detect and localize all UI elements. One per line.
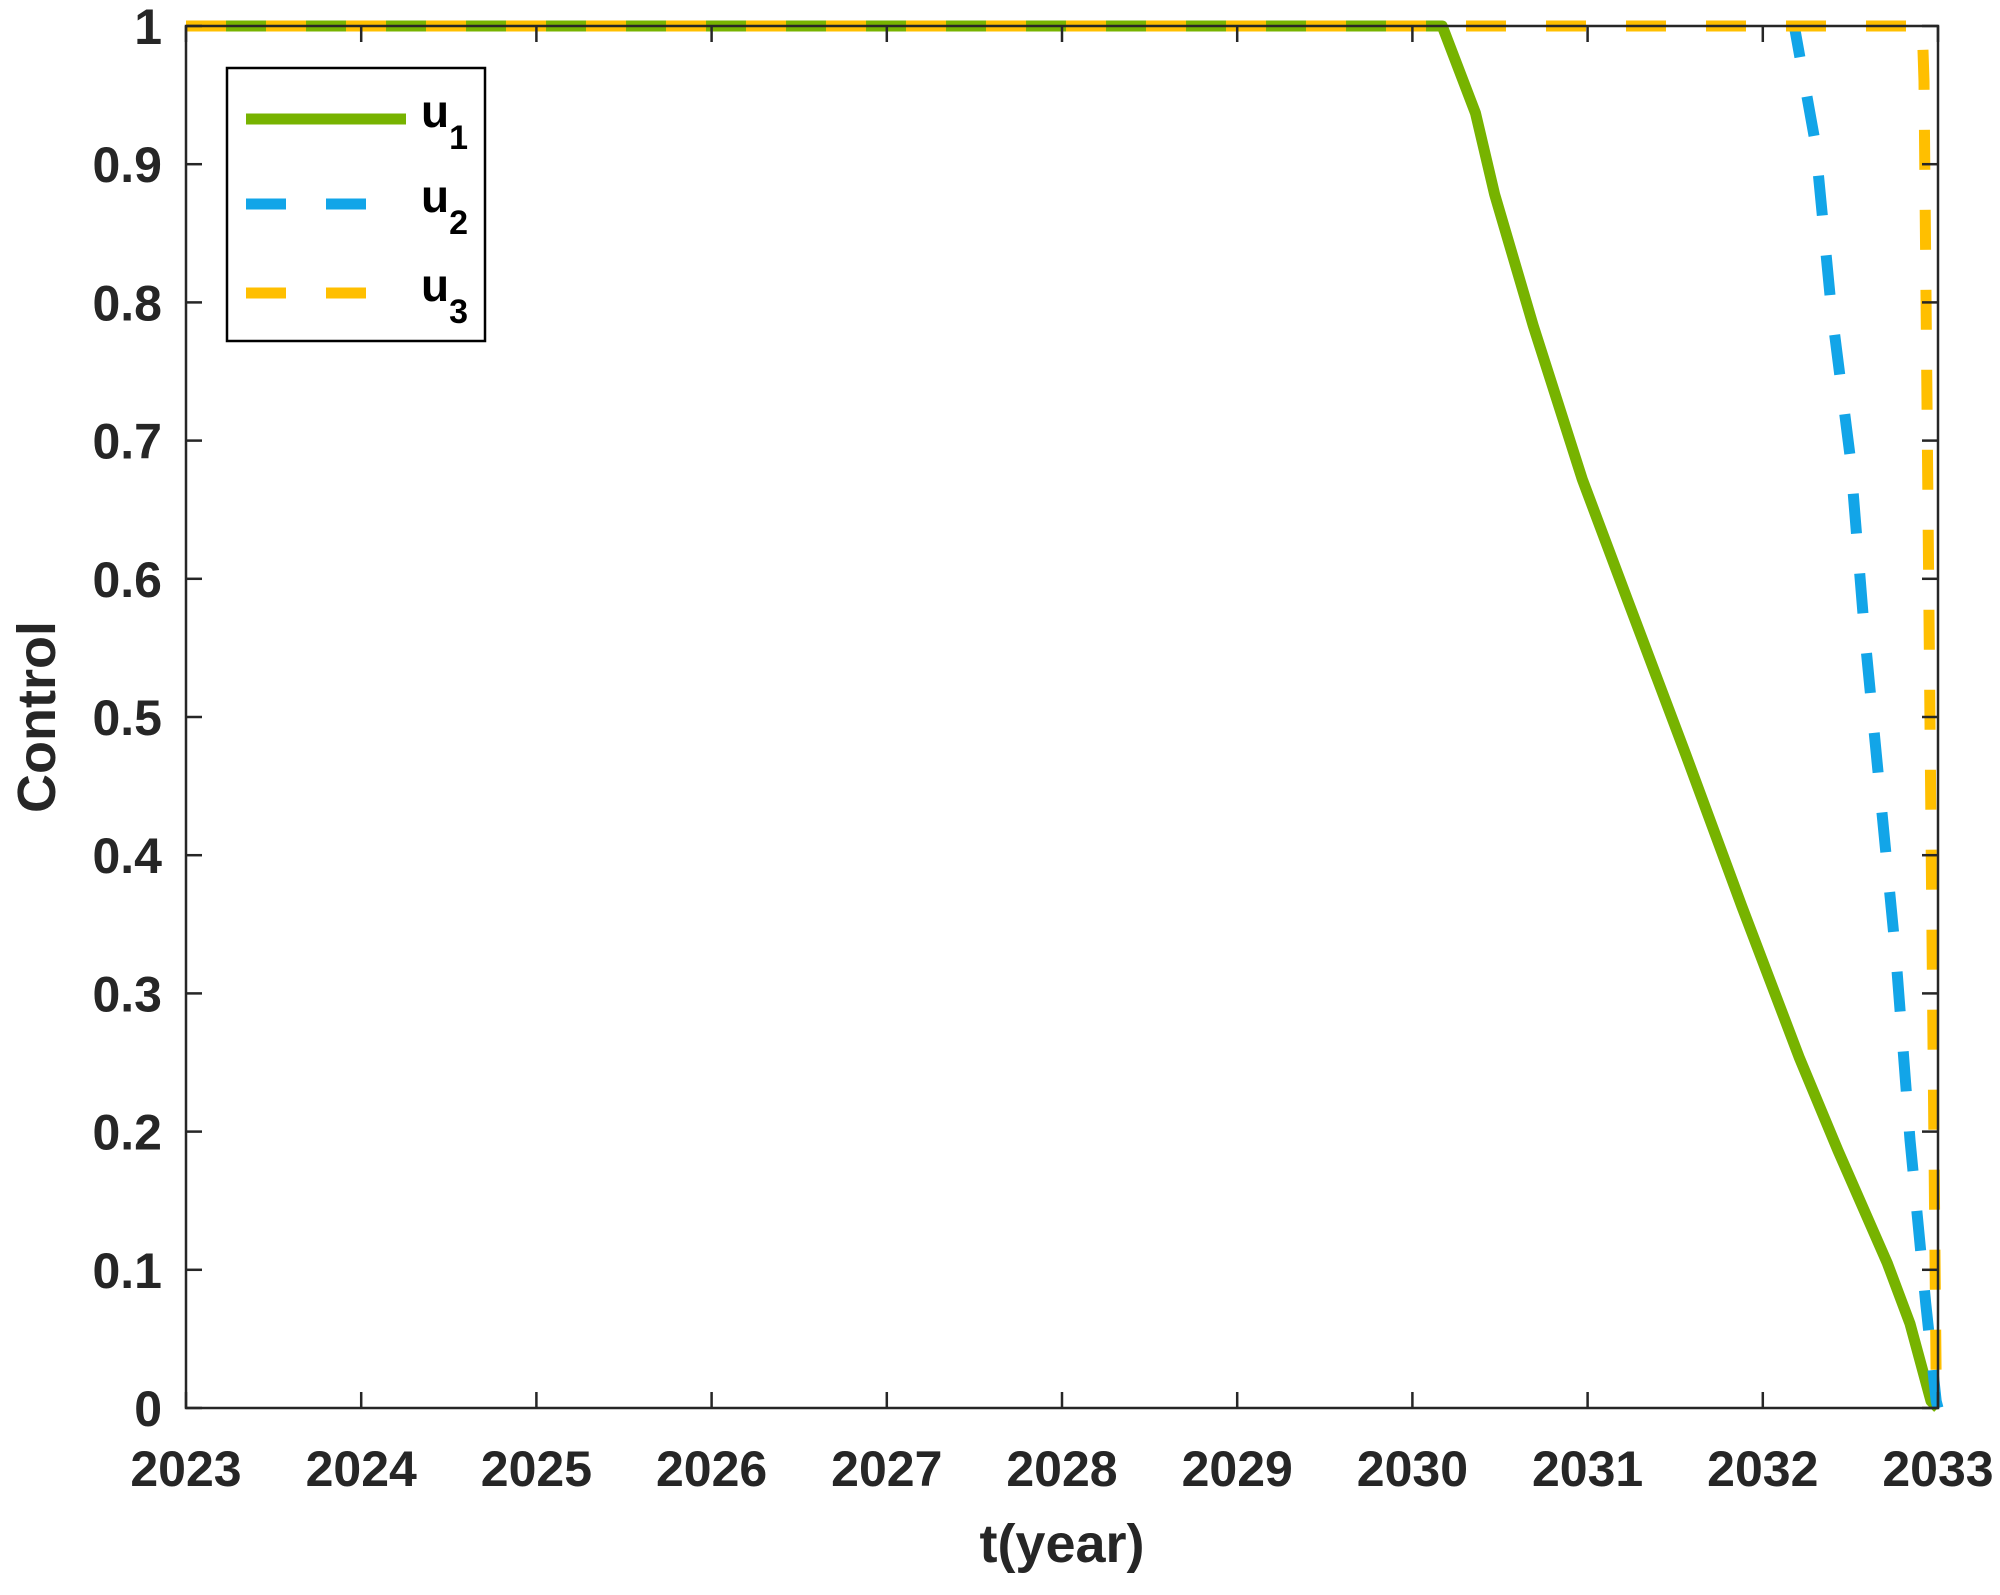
- legend-label-u3: u3: [421, 259, 468, 331]
- x-tick-label: 2032: [1707, 1441, 1818, 1497]
- legend-label-u1: u1: [421, 85, 468, 157]
- x-tick-label: 2023: [130, 1441, 241, 1497]
- x-tick-label: 2031: [1532, 1441, 1643, 1497]
- y-tick-label: 0.6: [92, 552, 162, 608]
- legend-label-subscript: 2: [449, 204, 468, 242]
- legend-label-subscript: 1: [449, 119, 468, 157]
- legend-label-base: u: [421, 259, 449, 311]
- y-tick-label: 0.3: [92, 966, 162, 1022]
- legend-label-subscript: 3: [449, 293, 468, 331]
- x-tick-label: 2026: [656, 1441, 767, 1497]
- x-axis-label: t(year): [979, 1514, 1144, 1574]
- y-tick-label: 0.2: [92, 1105, 162, 1161]
- x-tick-label: 2033: [1882, 1441, 1993, 1497]
- series-line-u2: [186, 20, 1944, 1410]
- legend-label-base: u: [421, 170, 449, 222]
- x-tick-label: 2027: [831, 1441, 942, 1497]
- x-tick-label: 2029: [1182, 1441, 1293, 1497]
- y-axis-label: Control: [7, 621, 67, 813]
- x-tick-label: 2030: [1357, 1441, 1468, 1497]
- y-tick-label: 0.9: [92, 137, 162, 193]
- series-line-u1: [186, 20, 1942, 1412]
- y-tick-label: 0.8: [92, 275, 162, 331]
- ticks-layer: 2023 2024 2025 2026 2027 2028 2029 2030 2031 2032…: [92, 0, 1993, 1497]
- x-tick-label: 2024: [306, 1441, 417, 1497]
- x-tick-label: 2025: [481, 1441, 592, 1497]
- x-tick-label: 2028: [1006, 1441, 1117, 1497]
- y-tick-label: 0.4: [92, 828, 162, 884]
- y-tick-label: 0.5: [92, 690, 162, 746]
- legend-label-base: u: [421, 85, 449, 137]
- y-tick-label: 0.1: [92, 1243, 162, 1299]
- y-tick-label: 1: [134, 0, 162, 55]
- y-tick-label: 0.7: [92, 414, 162, 470]
- y-tick-label: 0: [134, 1381, 162, 1437]
- legend-label-u2: u2: [421, 170, 468, 242]
